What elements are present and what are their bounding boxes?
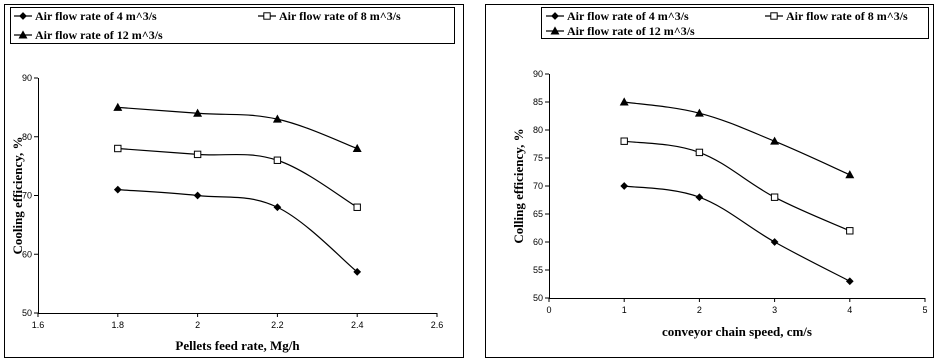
data-point (352, 143, 362, 152)
x-tick-label: 2.2 (271, 320, 284, 330)
x-tick-label: 5 (922, 305, 927, 315)
legend-label: Air flow rate of 12 m^3/s (35, 28, 163, 42)
y-tick-label: 80 (22, 132, 32, 142)
chart-frame (485, 4, 934, 358)
series-line (624, 101, 851, 176)
data-point (353, 268, 362, 276)
data-point (193, 191, 202, 200)
x-tick-label: 4 (847, 305, 852, 315)
y-tick-label: 70 (533, 181, 543, 191)
data-point (770, 136, 780, 145)
series-line (117, 147, 358, 208)
x-tick-label: 2.4 (351, 320, 364, 330)
legend-item: Air flow rate of 8 m^3/s (258, 9, 401, 23)
chart-2: 50 55 60 65 70 75 80 85 90 0 1 2 3 4 5 conveyor chain s… (485, 4, 934, 358)
data-point (845, 170, 855, 179)
legend-box (541, 7, 929, 39)
data-point (770, 238, 779, 246)
legend-marker (550, 26, 560, 35)
series-line (624, 185, 851, 282)
data-point (114, 144, 122, 153)
chart-1: 50 60 70 80 90 1.6 1.8 2 2.2 2.4 2.6 Pellets feed r… (4, 4, 464, 358)
legend-label: Air flow rate of 8 m^3/s (279, 9, 401, 23)
x-tick-label: 1 (622, 305, 627, 315)
legend-label: Air flow rate of 4 m^3/s (567, 9, 689, 23)
legend: Air flow rate of 4 m^3/s Air flow rate of… (541, 7, 929, 39)
x-tick-label: 1.6 (32, 320, 45, 330)
legend-label: Air flow rate of 4 m^3/s (35, 9, 157, 23)
series-line (117, 189, 358, 273)
data-point (620, 182, 629, 190)
x-tick-label: 2 (697, 305, 702, 315)
y-tick-label: 65 (533, 209, 543, 219)
data-point (695, 193, 704, 202)
data-point (694, 108, 704, 117)
legend-marker (551, 12, 559, 20)
data-point (846, 227, 854, 235)
y-axis-title: Cooling efficiency, % (10, 136, 25, 254)
y-tick-label: 55 (533, 265, 543, 275)
data-point (353, 203, 361, 211)
series-2 (114, 144, 361, 211)
legend-marker (19, 12, 27, 20)
x-tick-label: 0 (546, 305, 551, 315)
legend-item: Air flow rate of 4 m^3/s (14, 9, 157, 23)
legend-item: Air flow rate of 12 m^3/s (14, 28, 163, 42)
y-tick-label: 60 (533, 237, 543, 247)
data-point (619, 97, 629, 106)
x-tick-label: 3 (772, 305, 777, 315)
series-2 (620, 137, 854, 235)
y-tick-label: 85 (533, 97, 543, 107)
series-1 (113, 185, 362, 276)
legend-box (10, 7, 455, 44)
data-point (113, 102, 123, 111)
legend-item: Air flow rate of 12 m^3/s (546, 24, 695, 38)
y-axis-title: Colling efficiency, % (511, 128, 526, 243)
legend-item: Air flow rate of 4 m^3/s (546, 9, 689, 23)
legend-label: Air flow rate of 12 m^3/s (567, 24, 695, 38)
x-axis-title: Pellets feed rate, Mg/h (175, 338, 300, 353)
data-point (273, 203, 282, 212)
legend-marker (263, 12, 271, 20)
y-tick-label: 75 (533, 153, 543, 163)
y-tick-label: 90 (22, 73, 32, 83)
data-point (272, 114, 282, 123)
x-tick-label: 1.8 (112, 320, 125, 330)
data-point (273, 156, 282, 164)
y-tick-label: 60 (22, 249, 32, 259)
data-point (695, 148, 704, 157)
y-tick-label: 90 (533, 69, 543, 79)
data-point (113, 185, 122, 194)
x-axis-title: conveyor chain speed, cm/s (662, 324, 812, 339)
y-tick-label: 50 (533, 293, 543, 303)
series-3 (113, 102, 362, 152)
data-point (770, 193, 779, 201)
legend-item: Air flow rate of 8 m^3/s (765, 9, 908, 23)
x-tick-label: 2 (195, 320, 200, 330)
data-point (845, 277, 854, 286)
legend-marker (770, 12, 778, 20)
x-tick-label: 2.6 (431, 320, 444, 330)
y-tick-label: 70 (22, 191, 32, 201)
legend-label: Air flow rate of 8 m^3/s (786, 9, 908, 23)
series-line (117, 106, 358, 150)
y-tick-label: 50 (22, 308, 32, 318)
series-1 (620, 182, 854, 286)
data-point (620, 137, 628, 145)
chart-frame (4, 4, 464, 358)
data-point (193, 150, 202, 159)
series-3 (619, 97, 855, 179)
legend-marker (18, 30, 28, 39)
legend: Air flow rate of 4 m^3/s Air flow rate of… (10, 7, 455, 44)
y-tick-label: 80 (533, 125, 543, 135)
series-line (624, 140, 851, 232)
data-point (193, 108, 203, 117)
